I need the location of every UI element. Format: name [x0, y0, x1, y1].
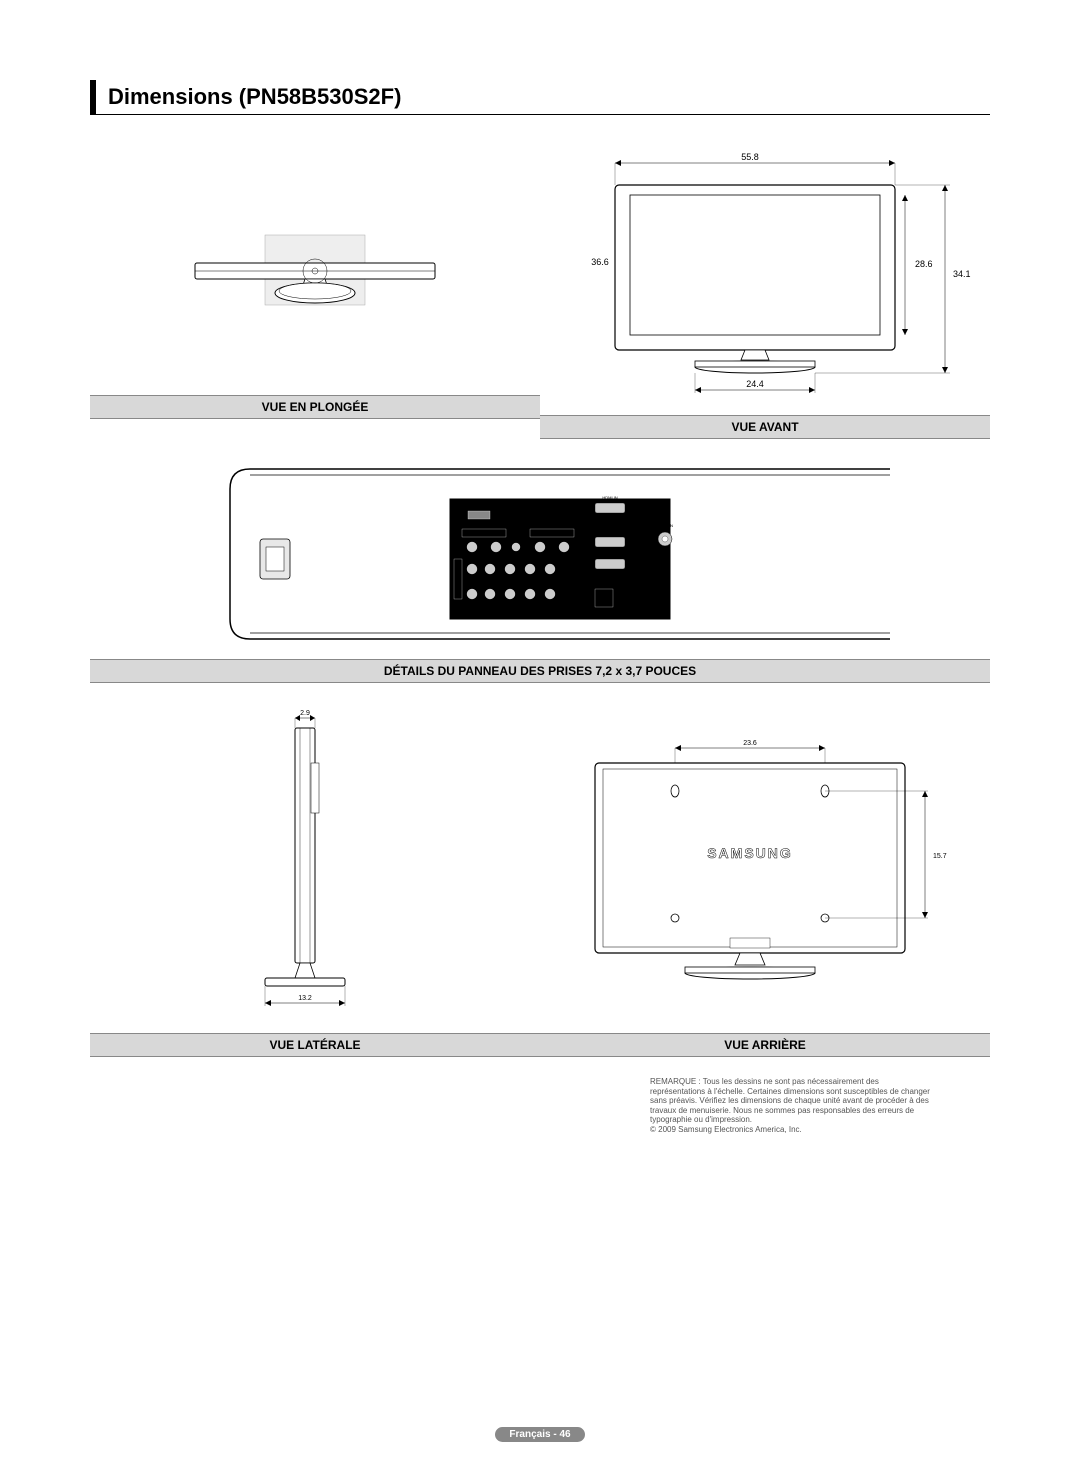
page-number-badge: Français - 46 [495, 1427, 584, 1442]
dim-front-height-total: 34.1 [953, 269, 971, 279]
col-front-view: 55.8 50.7 36.6 [540, 145, 990, 439]
page-title-bar: Dimensions (PN58B530S2F) [90, 80, 990, 115]
dim-side-depth-top: 2.9 [300, 710, 310, 717]
port-exlink-label: EX-LINK [508, 533, 524, 538]
dim-front-stand-width: 24.4 [746, 379, 764, 389]
front-view-diagram: 55.8 50.7 36.6 [555, 145, 975, 405]
rear-view-diagram: 23.6 SAMSUNG [555, 703, 975, 1023]
row-jack-panel: SERVICE AUDIO OUT EX-LINK DVI AUDIO IN [90, 459, 990, 683]
port-hdmi-label: HDMI IN [602, 495, 617, 500]
svg-text:OPTICAL: OPTICAL [595, 611, 613, 616]
port-service-label: SERVICE [470, 505, 488, 510]
front-view-label: VUE AVANT [540, 415, 990, 439]
top-view-label: VUE EN PLONGÉE [90, 395, 540, 419]
remark-label: REMARQUE : [650, 1077, 701, 1086]
side-view-diagram: 2.9 13.2 [215, 703, 415, 1023]
col-side-view: 2.9 13.2 VUE LATÉRALE [90, 703, 540, 1057]
dim-rear-mount-height: 15.7 [933, 853, 947, 860]
dim-rear-mount-width: 23.6 [743, 740, 757, 747]
page-footer: Français - 46 [0, 1424, 1080, 1442]
remark-copyright: © 2009 Samsung Electronics America, Inc. [650, 1125, 802, 1134]
jack-panel-label: DÉTAILS DU PANNEAU DES PRISES 7,2 x 3,7 … [90, 659, 990, 683]
jack-panel-diagram: SERVICE AUDIO OUT EX-LINK DVI AUDIO IN [90, 459, 990, 649]
row-top-front: VUE EN PLONGÉE 55.8 50.7 [90, 145, 990, 439]
port-ant-label: ANT IN [660, 523, 673, 528]
page-title: Dimensions (PN58B530S2F) [108, 84, 990, 110]
port-component-label: COMPONENT IN [494, 607, 525, 612]
rear-view-label: VUE ARRIÈRE [540, 1033, 990, 1057]
side-view-label: VUE LATÉRALE [90, 1033, 540, 1057]
remark-block: REMARQUE : Tous les dessins ne sont pas … [650, 1077, 930, 1135]
port-dvi-audio-label: DVI AUDIO IN [539, 531, 564, 536]
dim-front-height-screen: 28.6 [915, 259, 933, 269]
row-side-rear: 2.9 13.2 VUE LATÉRALE [90, 703, 990, 1057]
col-top-view: VUE EN PLONGÉE [90, 145, 540, 439]
dim-front-height-left: 36.6 [591, 257, 609, 267]
rear-brand: SAMSUNG [707, 845, 793, 861]
dim-front-width-outer: 55.8 [741, 152, 759, 162]
dim-side-stand-depth: 13.2 [298, 995, 312, 1002]
top-view-diagram [155, 145, 475, 385]
col-rear-view: 23.6 SAMSUNG [540, 703, 990, 1057]
port-audio-out-label: AUDIO OUT [473, 531, 496, 536]
